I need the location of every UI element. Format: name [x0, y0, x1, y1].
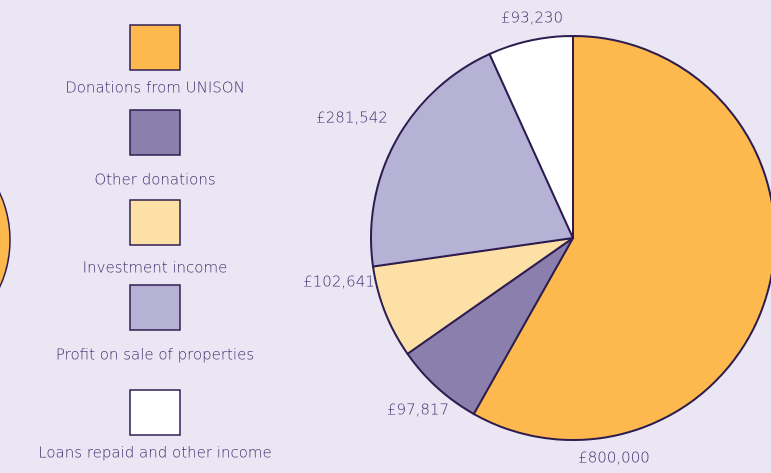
slice-label: £102,641: [303, 273, 375, 291]
legend-label: Donations from UNISON: [65, 79, 245, 97]
slice-label: £93,230: [501, 9, 563, 27]
cropped-pie: [0, 192, 11, 288]
pie-slice: [370, 52, 575, 268]
legend-swatch: [129, 199, 181, 246]
legend-swatch: [129, 109, 181, 156]
slice-label: £800,000: [578, 449, 650, 467]
legend-label: Loans repaid and other income: [38, 444, 271, 462]
legend-label: Other donations: [94, 171, 215, 189]
legend-label: Investment income: [83, 259, 228, 277]
slice-label: £281,542: [316, 109, 388, 127]
slice-label: £97,817: [387, 401, 449, 419]
pie-slice: [488, 34, 574, 239]
legend-swatch: [129, 24, 181, 71]
legend-swatch: [129, 284, 181, 331]
legend-label: Profit on sale of properties: [56, 346, 254, 364]
pie-slice: [472, 34, 771, 441]
legend-swatch: [129, 389, 181, 436]
